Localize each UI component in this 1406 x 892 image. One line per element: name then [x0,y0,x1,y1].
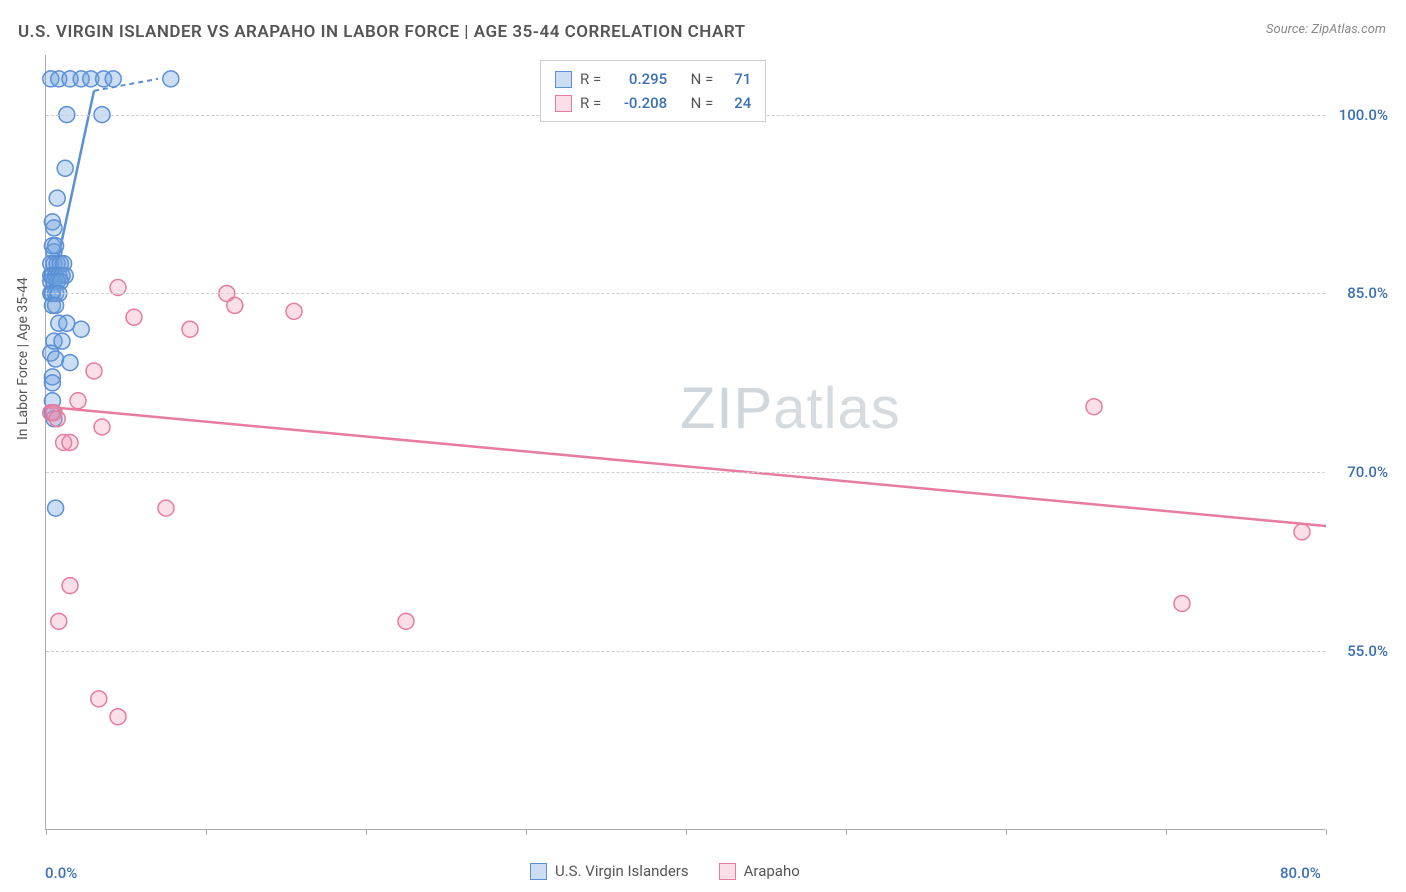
legend-n-label: N = [691,91,714,115]
xtick-label: 80.0% [1280,864,1321,882]
xtick [686,829,687,835]
legend-correlation-box: R = 0.295 N = 71 R = -0.208 N = 24 [540,60,766,122]
legend-r-label: R = [580,91,601,115]
source-label: Source: ZipAtlas.com [1266,22,1386,37]
plot-svg [46,55,1325,829]
legend-bottom-item: U.S. Virgin Islanders [530,862,689,880]
chart-container: U.S. VIRGIN ISLANDER VS ARAPAHO IN LABOR… [0,0,1406,892]
legend-bottom-item: Arapaho [719,862,800,880]
gridline-h [46,651,1325,652]
legend-corr-row: R = 0.295 N = 71 [555,67,751,91]
xtick-label: 0.0% [45,864,77,882]
legend-bottom: U.S. Virgin Islanders Arapaho [530,862,800,880]
xtick [526,829,527,835]
legend-r-label: R = [580,67,601,91]
legend-series-label: Arapaho [744,862,800,880]
xtick [206,829,207,835]
ytick-label: 55.0% [1347,642,1388,660]
gridline-h [46,293,1325,294]
legend-swatch [555,71,572,88]
chart-title: U.S. VIRGIN ISLANDER VS ARAPAHO IN LABOR… [18,22,746,42]
ytick-label: 100.0% [1339,106,1388,124]
ytick-label: 85.0% [1347,284,1388,302]
legend-n-value: 71 [721,67,751,91]
plot-area [45,55,1325,830]
legend-n-label: N = [691,67,714,91]
legend-series-label: U.S. Virgin Islanders [555,862,689,880]
legend-corr-row: R = -0.208 N = 24 [555,91,751,115]
legend-r-value: -0.208 [609,91,667,115]
xtick [1326,829,1327,835]
ytick-label: 70.0% [1347,463,1388,481]
xtick [1006,829,1007,835]
legend-swatch [719,863,736,880]
legend-r-value: 0.295 [609,67,667,91]
legend-swatch [530,863,547,880]
xtick [46,829,47,835]
legend-swatch [555,95,572,112]
gridline-h [46,472,1325,473]
legend-n-value: 24 [721,91,751,115]
xtick [846,829,847,835]
y-axis-label: In Labor Force | Age 35-44 [15,277,31,440]
xtick [366,829,367,835]
xtick [1166,829,1167,835]
